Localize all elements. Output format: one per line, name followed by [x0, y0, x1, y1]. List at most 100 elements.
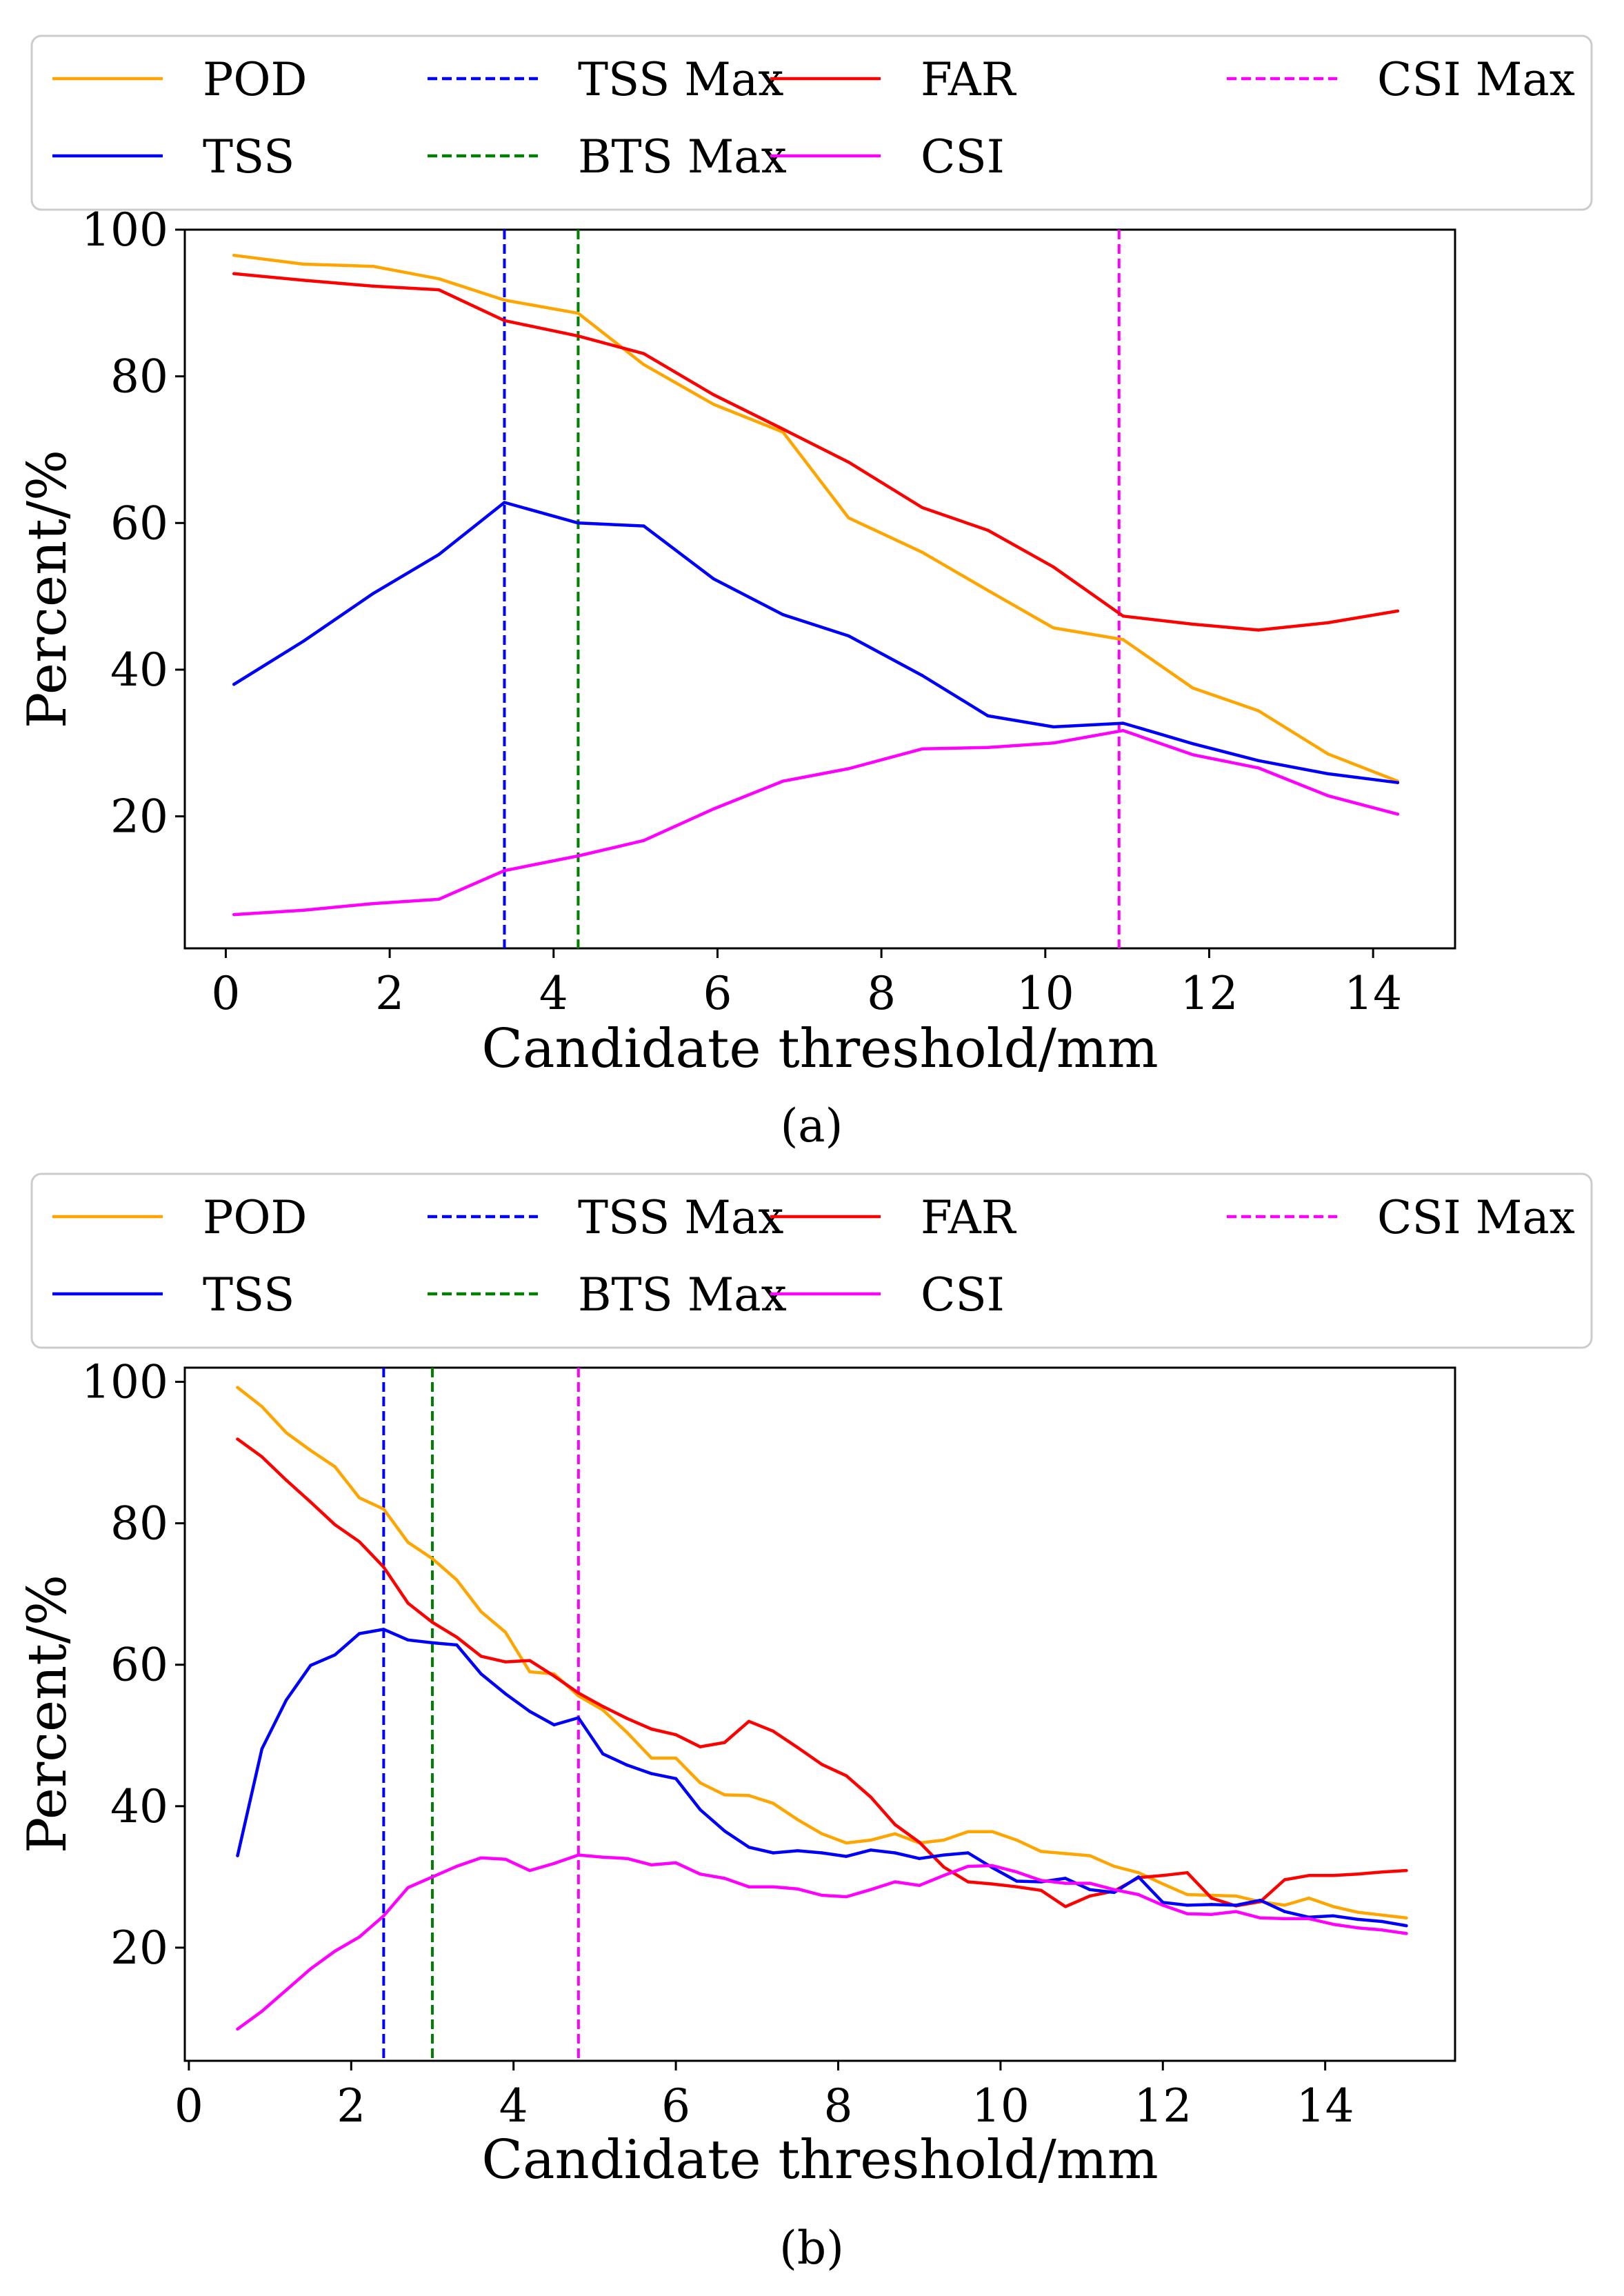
csi-point	[1052, 741, 1055, 745]
far-point	[236, 1437, 239, 1441]
tss-point	[1121, 721, 1125, 725]
tss-point	[284, 1698, 288, 1702]
far-point	[772, 1729, 775, 1733]
far-point	[309, 1500, 312, 1504]
csi-point	[1121, 729, 1125, 732]
csi-point	[1380, 1928, 1384, 1932]
x-tick-label: 10	[972, 2079, 1030, 2133]
legend-frame	[30, 34, 1593, 211]
csi-point	[1015, 1870, 1019, 1874]
far-point	[455, 1635, 459, 1639]
tss-point	[302, 639, 305, 643]
pod-point	[1405, 1916, 1408, 1920]
pod-point	[260, 1405, 264, 1408]
tss-point	[642, 524, 645, 528]
series-lines	[236, 1386, 1408, 2031]
y-tick-label: 80	[110, 1497, 168, 1550]
x-axis-label: Candidate threshold/mm	[481, 2129, 1158, 2191]
tss-point	[942, 1853, 945, 1857]
legend-label-csi-max: CSI Max	[1377, 1191, 1575, 1244]
tss-point	[674, 1777, 678, 1781]
csi-point	[577, 1853, 581, 1857]
csi-point	[1039, 1879, 1043, 1882]
tss-point	[601, 1752, 605, 1756]
pod-point	[503, 1630, 508, 1634]
far-point	[747, 1719, 751, 1723]
pod-point	[642, 363, 645, 366]
tss-point	[1185, 1904, 1189, 1907]
csi-point	[333, 1949, 337, 1953]
far-point	[1052, 565, 1055, 569]
far-point	[781, 428, 785, 431]
pod-point	[699, 1781, 702, 1785]
far-point	[1405, 1868, 1408, 1873]
far-point	[1063, 1905, 1067, 1908]
csi-line	[232, 728, 1400, 917]
pod-point	[333, 1465, 337, 1468]
far-point	[479, 1655, 483, 1658]
csi-point	[847, 767, 850, 770]
far-point	[820, 1763, 824, 1766]
csi-point	[772, 1885, 775, 1888]
csi-point	[601, 1855, 605, 1859]
far-point	[1326, 621, 1330, 625]
pod-point	[1356, 1910, 1359, 1914]
pod-point	[1380, 1913, 1384, 1917]
pod-point	[820, 1832, 824, 1836]
y-tick-label: 40	[110, 643, 168, 697]
x-axis-label: Candidate threshold/mm	[481, 1018, 1158, 1080]
csi-point	[990, 1864, 994, 1868]
legend-label-pod: POD	[203, 53, 307, 106]
pod-point	[1234, 1894, 1238, 1898]
pod-point	[650, 1756, 653, 1760]
far-point	[528, 1659, 532, 1662]
pod-point	[1326, 752, 1330, 756]
csi-point	[455, 1864, 459, 1868]
far-point	[577, 334, 580, 338]
tss-point	[1380, 1919, 1384, 1924]
csi-point	[309, 1967, 312, 1970]
far-point	[712, 393, 715, 397]
far-point	[917, 1840, 921, 1844]
csi-point	[712, 807, 715, 811]
tss-point	[986, 714, 990, 718]
panel-a: POD TSS TSS Max BTS Max FAR CSI CSI Max 0 2 4 6 8 1…	[17, 34, 1593, 1152]
pod-point	[845, 1841, 848, 1845]
far-point	[1039, 1888, 1043, 1893]
pod-point	[1332, 1905, 1335, 1908]
tss-point	[796, 1849, 799, 1853]
csi-point	[552, 1861, 556, 1866]
pod-point	[406, 1541, 410, 1544]
x-tick-label: 4	[539, 967, 568, 1020]
tss-point	[1210, 1903, 1214, 1906]
y-tick-label: 40	[110, 1780, 168, 1833]
tss-point	[1396, 781, 1400, 784]
tss-point	[747, 1846, 751, 1849]
csi-point	[1112, 1888, 1116, 1892]
tss-point	[966, 1851, 970, 1855]
far-point	[674, 1733, 678, 1737]
csi-point	[1161, 1904, 1165, 1907]
far-point	[1088, 1894, 1092, 1898]
csi-point	[1136, 1893, 1141, 1897]
tss-point	[1234, 1904, 1238, 1907]
pod-point	[1015, 1838, 1019, 1842]
far-point	[302, 279, 305, 282]
far-point	[577, 1691, 581, 1695]
tss-point	[260, 1747, 264, 1750]
pod-point	[966, 1830, 970, 1833]
y-tick-label: 20	[110, 790, 168, 843]
tss-point	[577, 521, 580, 525]
tss-point	[845, 1855, 848, 1858]
csi-point	[1396, 812, 1400, 816]
tss-point	[406, 1638, 410, 1642]
legend-label-csi-max: CSI Max	[1377, 53, 1575, 106]
far-point	[650, 1727, 653, 1731]
axes: 0 2 4 6 8 10 12 14 20 40 60 80 100	[81, 1356, 1354, 2133]
x-tick-label: 14	[1296, 2079, 1354, 2133]
far-point	[625, 1717, 629, 1720]
pod-point	[309, 1448, 312, 1453]
far-point	[1356, 1873, 1359, 1876]
tss-point	[236, 1854, 239, 1857]
panel-b: POD TSS TSS Max BTS Max FAR CSI CSI Max 0 2 4 6 8 1…	[17, 1172, 1593, 2275]
